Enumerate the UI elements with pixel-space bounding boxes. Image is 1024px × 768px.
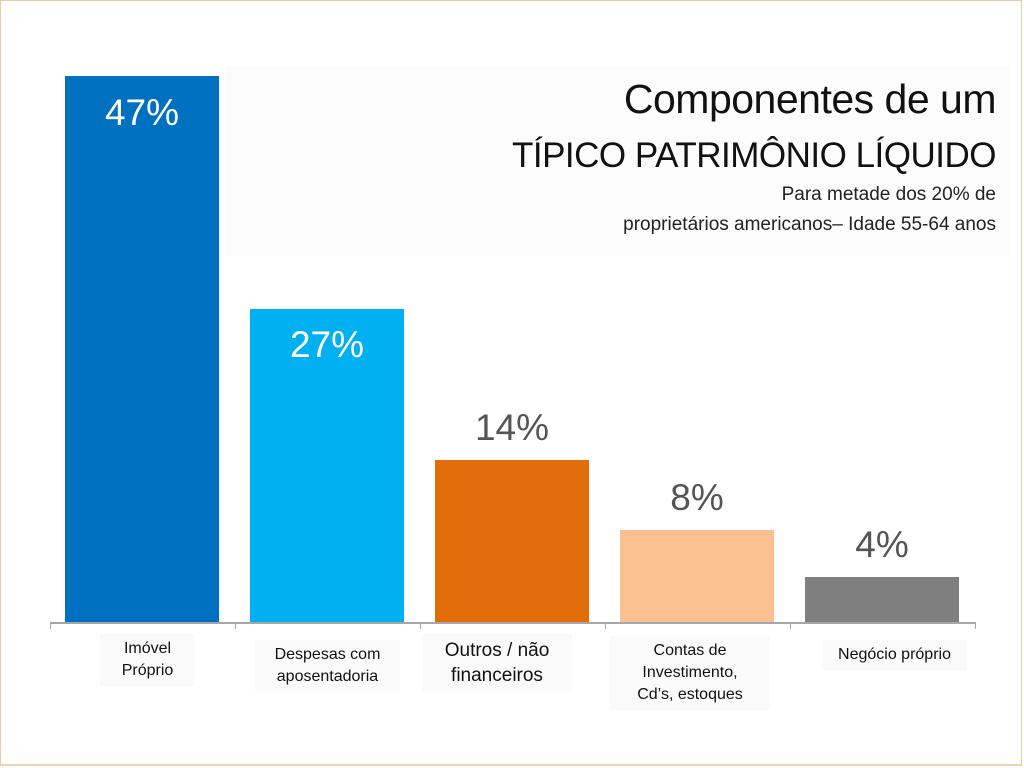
value-label-contas-investimento: 8%	[670, 477, 724, 518]
title-panel	[225, 66, 1010, 256]
bar-contas-investimento	[620, 530, 774, 623]
x-axis-line	[50, 622, 975, 624]
chart-title-line1: Componentes de um	[623, 76, 997, 122]
value-label-despesas-aposentadoria: 27%	[289, 324, 365, 365]
x-axis-tick	[50, 622, 51, 629]
bar-despesas-aposentadoria	[250, 309, 404, 623]
x-axis-tick	[420, 622, 421, 629]
x-axis-tick	[975, 622, 976, 629]
chart-subtitle-line2: proprietários americanos– Idade 55-64 an…	[623, 214, 996, 235]
bar-outros-nao-financeiros	[435, 460, 589, 623]
x-axis-tick	[605, 622, 606, 629]
x-axis-tick	[235, 622, 236, 629]
x-axis-tick	[790, 622, 791, 629]
category-label-imovel-proprio: Imóvel Próprio	[100, 634, 195, 686]
value-label-imovel-proprio: 47%	[104, 92, 180, 133]
category-label-outros: Outros / não financeiros	[422, 634, 572, 692]
bar-negocio-proprio	[805, 577, 959, 623]
category-label-despesas-aposentadoria: Despesas com aposentadoria	[255, 640, 400, 692]
chart-subtitle-line1: Para metade dos 20% de	[781, 184, 996, 205]
category-label-contas-investimento: Contas de Investimento, Cd’s, estoques	[610, 636, 770, 710]
bar-imovel-proprio	[65, 76, 219, 623]
chart-title-line2: TÍPICO PATRIMÔNIO LÍQUIDO	[511, 136, 997, 175]
category-label-negocio-proprio: Negócio próprio	[822, 640, 967, 670]
value-label-outros: 14%	[474, 407, 550, 448]
value-label-negocio-proprio: 4%	[855, 524, 909, 565]
